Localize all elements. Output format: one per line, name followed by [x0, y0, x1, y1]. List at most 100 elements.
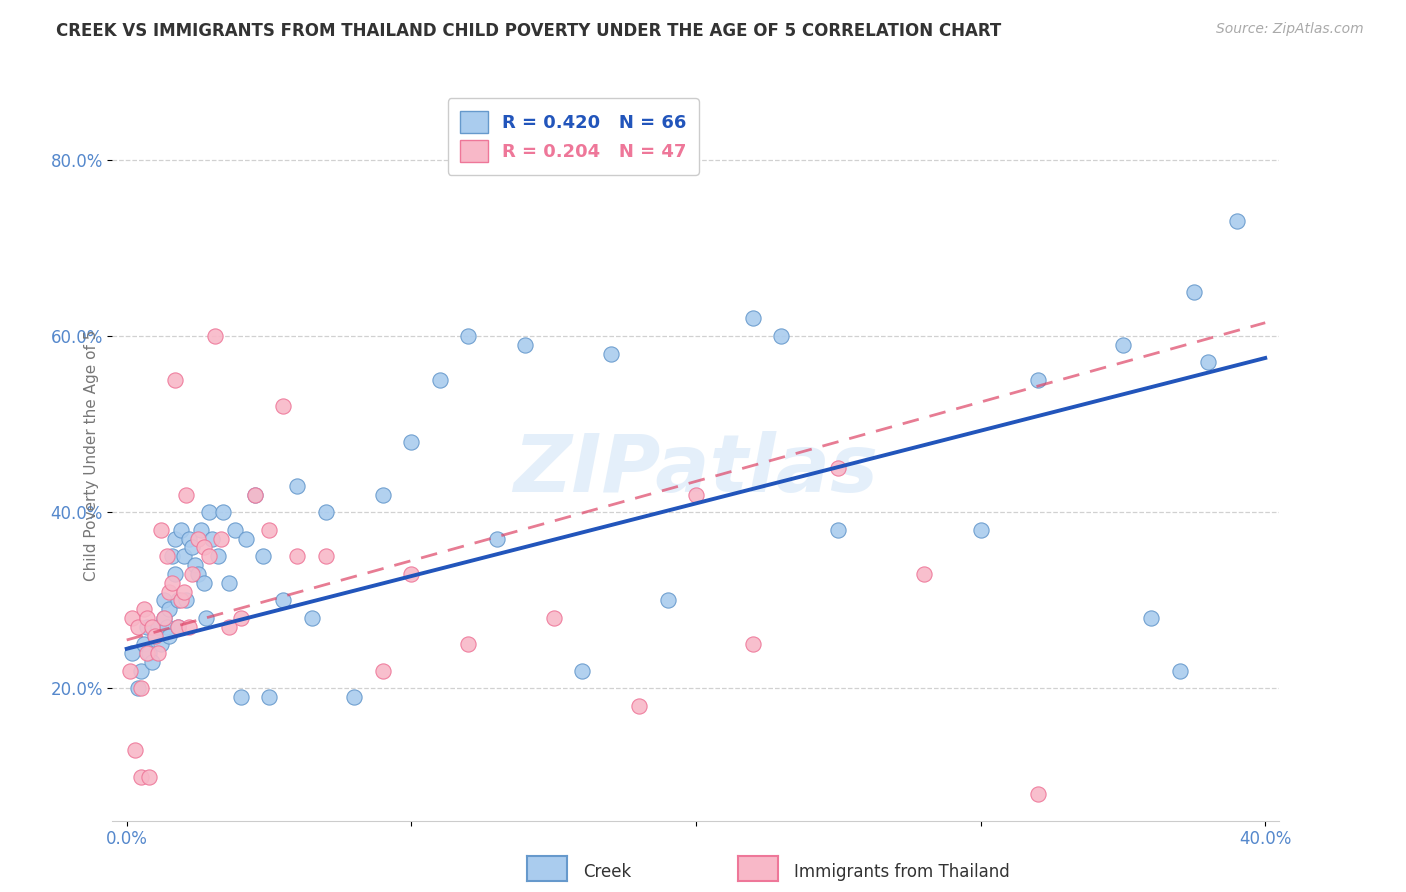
Point	[1226, 214, 1249, 228]
Point	[685, 487, 707, 501]
Point	[149, 523, 172, 537]
Legend: R = 0.420   N = 66, R = 0.204   N = 47: R = 0.420 N = 66, R = 0.204 N = 47	[449, 98, 699, 175]
Point	[543, 611, 565, 625]
Point	[187, 566, 209, 581]
Point	[127, 681, 149, 696]
Point	[343, 690, 366, 705]
Point	[181, 541, 204, 555]
Point	[167, 620, 190, 634]
Point	[912, 566, 935, 581]
Point	[190, 523, 212, 537]
Point	[257, 523, 280, 537]
Point	[162, 549, 184, 564]
Point	[229, 611, 252, 625]
Point	[129, 664, 152, 678]
Point	[138, 770, 160, 784]
Point	[209, 532, 232, 546]
Point	[218, 620, 240, 634]
Point	[141, 655, 163, 669]
Point	[827, 523, 849, 537]
Point	[287, 549, 309, 564]
Point	[257, 690, 280, 705]
Point	[371, 487, 394, 501]
Text: Immigrants from Thailand: Immigrants from Thailand	[794, 863, 1010, 881]
Point	[371, 664, 394, 678]
Point	[1168, 664, 1191, 678]
Point	[176, 487, 198, 501]
Point	[301, 611, 323, 625]
Point	[167, 620, 190, 634]
Point	[135, 620, 157, 634]
Point	[193, 541, 215, 555]
Y-axis label: Child Poverty Under the Age of 5: Child Poverty Under the Age of 5	[83, 329, 98, 581]
Point	[143, 629, 166, 643]
Point	[429, 373, 451, 387]
Point	[132, 637, 155, 651]
Point	[176, 593, 198, 607]
Point	[224, 523, 246, 537]
Point	[179, 532, 201, 546]
Point	[129, 770, 152, 784]
Point	[201, 532, 224, 546]
Point	[121, 611, 143, 625]
Point	[155, 549, 177, 564]
Point	[827, 461, 849, 475]
Point	[315, 505, 337, 519]
Point	[287, 479, 309, 493]
Text: Creek: Creek	[583, 863, 631, 881]
Point	[628, 699, 651, 714]
Point	[157, 584, 180, 599]
Point	[770, 329, 793, 343]
Text: Source: ZipAtlas.com: Source: ZipAtlas.com	[1216, 22, 1364, 37]
Point	[485, 532, 508, 546]
Point	[218, 575, 240, 590]
Point	[1197, 355, 1219, 369]
Point	[1026, 373, 1049, 387]
Point	[152, 611, 174, 625]
Point	[235, 532, 257, 546]
Point	[121, 646, 143, 660]
Point	[173, 549, 195, 564]
Point	[184, 558, 207, 572]
Point	[741, 311, 763, 326]
Point	[124, 743, 146, 757]
Point	[1140, 611, 1163, 625]
Point	[457, 637, 479, 651]
Point	[170, 523, 193, 537]
Point	[167, 593, 190, 607]
Point	[571, 664, 593, 678]
Point	[118, 664, 141, 678]
Point	[1026, 787, 1049, 801]
Point	[1112, 338, 1135, 352]
Point	[252, 549, 274, 564]
Point	[401, 434, 423, 449]
Point	[515, 338, 537, 352]
Point	[741, 637, 763, 651]
Point	[157, 602, 180, 616]
Point	[243, 487, 266, 501]
Point	[165, 566, 187, 581]
Point	[204, 329, 226, 343]
Point	[271, 593, 294, 607]
Point	[149, 637, 172, 651]
Point	[271, 400, 294, 414]
Point	[457, 329, 479, 343]
Text: ZIPatlas: ZIPatlas	[513, 431, 879, 508]
Point	[969, 523, 991, 537]
Point	[187, 532, 209, 546]
Point	[127, 620, 149, 634]
Point	[141, 620, 163, 634]
Point	[198, 505, 221, 519]
Point	[207, 549, 229, 564]
Point	[401, 566, 423, 581]
Point	[193, 575, 215, 590]
Point	[146, 620, 169, 634]
Text: CREEK VS IMMIGRANTS FROM THAILAND CHILD POVERTY UNDER THE AGE OF 5 CORRELATION C: CREEK VS IMMIGRANTS FROM THAILAND CHILD …	[56, 22, 1001, 40]
Point	[657, 593, 679, 607]
Point	[135, 611, 157, 625]
Point	[152, 611, 174, 625]
Point	[165, 532, 187, 546]
Point	[212, 505, 235, 519]
Point	[162, 575, 184, 590]
Point	[132, 602, 155, 616]
